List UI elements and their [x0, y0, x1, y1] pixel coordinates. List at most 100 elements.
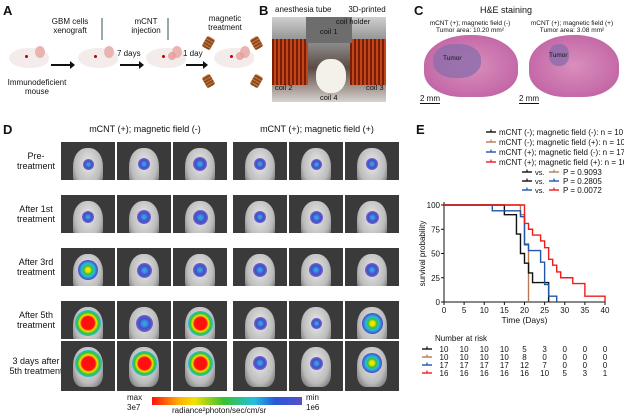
vs-label: vs.	[535, 168, 545, 177]
bioluminescence-image	[117, 248, 171, 286]
bioluminescence-image	[289, 142, 343, 180]
holder-label-line2: coil holder	[336, 17, 371, 26]
coil-holder-graphic	[306, 17, 352, 43]
colorbar-unit-label: radiance²photon/sec/cm/sr	[172, 406, 267, 415]
coil-setup-photo: coil holder coil 1 coil 2 coil 3 coil 4	[272, 17, 386, 102]
bioluminescence-image	[117, 341, 171, 391]
y-tick-label: 100	[427, 201, 441, 210]
coil-1-label: coil 1	[320, 27, 338, 36]
tumor-label: Tumor	[549, 52, 568, 59]
text-line: 1e6	[306, 403, 320, 412]
colorbar-max: max 3e7	[127, 393, 142, 413]
text-line: 5th treatment	[9, 366, 63, 376]
bioluminescence-image	[345, 142, 399, 180]
bioluminescence-image	[345, 341, 399, 391]
y-tick-label: 25	[431, 274, 440, 283]
at-risk-value: 17	[500, 361, 509, 370]
at-risk-value: 10	[500, 353, 509, 362]
at-risk-value: 3	[542, 345, 547, 354]
x-tick-label: 40	[601, 306, 610, 315]
at-risk-value: 1	[603, 369, 608, 378]
he-sample-2-caption: mCNT (+); magnetic field (+) Tumor area:…	[522, 20, 622, 34]
at-risk-value: 10	[460, 353, 469, 362]
panel-e-label: E	[416, 122, 425, 137]
at-risk-value: 0	[583, 361, 588, 370]
condition-label: mCNT (+); magnetic field (+)	[530, 20, 614, 27]
text-line: 3D-printed	[348, 5, 386, 14]
text-line: injection	[131, 26, 161, 35]
arrow-icon	[186, 61, 208, 69]
vs-label: vs.	[535, 186, 545, 195]
survival-curve	[444, 204, 550, 302]
radiance-colorbar	[152, 397, 302, 405]
p-value-label: P = 0.2805	[563, 177, 602, 186]
bioluminescence-image	[117, 195, 171, 233]
tumor-area-label: Tumor area: 10.20 mm²	[435, 27, 505, 34]
tumor-label: Tumor	[443, 55, 462, 62]
text-line: treatment	[16, 320, 56, 330]
panel-c-label: C	[414, 3, 424, 18]
tumor-region-2	[549, 44, 569, 66]
bioluminescence-image	[233, 142, 287, 180]
at-risk-value: 7	[542, 361, 547, 370]
panel-d-label: D	[3, 122, 13, 137]
at-risk-value: 0	[583, 345, 588, 354]
p-value-label: P = 0.9093	[563, 168, 602, 177]
bioluminescence-image	[345, 248, 399, 286]
arrow-icon	[120, 61, 144, 69]
bioluminescence-image	[61, 301, 115, 339]
x-tick-label: 20	[520, 306, 529, 315]
at-risk-value: 0	[603, 361, 608, 370]
coil-3-label: coil 3	[366, 83, 384, 92]
text-line: After 1st	[19, 204, 53, 214]
bioluminescence-image	[345, 195, 399, 233]
bioluminescence-image	[289, 195, 343, 233]
text-line: After 5th	[18, 310, 54, 320]
at-risk-value: 0	[603, 353, 608, 362]
anesthesia-tube-label: anesthesia tube	[275, 5, 332, 14]
row-label: Pre-treatment	[0, 151, 72, 171]
interval-label: 1 day	[183, 49, 203, 58]
at-risk-value: 0	[563, 361, 568, 370]
text-line: After 3rd	[18, 257, 54, 267]
arrow-icon	[51, 61, 75, 69]
text-line: xenograft	[53, 26, 87, 35]
at-risk-value: 0	[563, 345, 568, 354]
text-line: GBM cells	[51, 17, 89, 26]
bioluminescence-image	[289, 301, 343, 339]
at-risk-value: 10	[440, 345, 449, 354]
bioluminescence-image	[233, 301, 287, 339]
text-line: mouse	[24, 87, 49, 96]
legend-label: mCNT (-); magnetic field (+): n = 10	[499, 138, 624, 147]
bioluminescence-image	[289, 341, 343, 391]
text-line: treatment	[208, 23, 242, 32]
bioluminescence-image	[173, 142, 227, 180]
legend-label: mCNT (+); magnetic field (-): n = 17	[499, 148, 624, 157]
bioluminescence-image	[173, 195, 227, 233]
at-risk-value: 0	[563, 353, 568, 362]
at-risk-value: 16	[480, 369, 489, 378]
row-label: 3 days after 5th treatment	[0, 356, 72, 376]
bioluminescence-image	[61, 341, 115, 391]
bioluminescence-image	[117, 142, 171, 180]
panel-a-label: A	[3, 3, 13, 18]
step-xenograft-label: GBM cells xenograft	[42, 17, 98, 35]
text-line: Immunodeficient	[7, 78, 67, 87]
bioluminescence-image	[289, 248, 343, 286]
text-line: mCNT	[134, 17, 158, 26]
at-risk-value: 8	[522, 353, 527, 362]
at-risk-value: 10	[440, 353, 449, 362]
text-line: max	[127, 393, 143, 402]
at-risk-value: 10	[460, 345, 469, 354]
mouse-icon	[210, 44, 256, 70]
mouse-label: Immunodeficient mouse	[0, 78, 74, 96]
text-line: magnetic	[208, 14, 242, 23]
he-sample-1-caption: mCNT (+); magnetic field (-) Tumor area:…	[420, 20, 520, 34]
scale-bar-2: 2 mm	[519, 94, 539, 104]
text-line: treatment	[16, 161, 56, 171]
text-line: 3e7	[127, 403, 141, 412]
scale-bar-1: 2 mm	[420, 94, 440, 104]
bioluminescence-image	[61, 248, 115, 286]
row-label: After 1st treatment	[0, 204, 72, 224]
legend-label: mCNT (+); magnetic field (+): n = 16	[499, 158, 624, 167]
